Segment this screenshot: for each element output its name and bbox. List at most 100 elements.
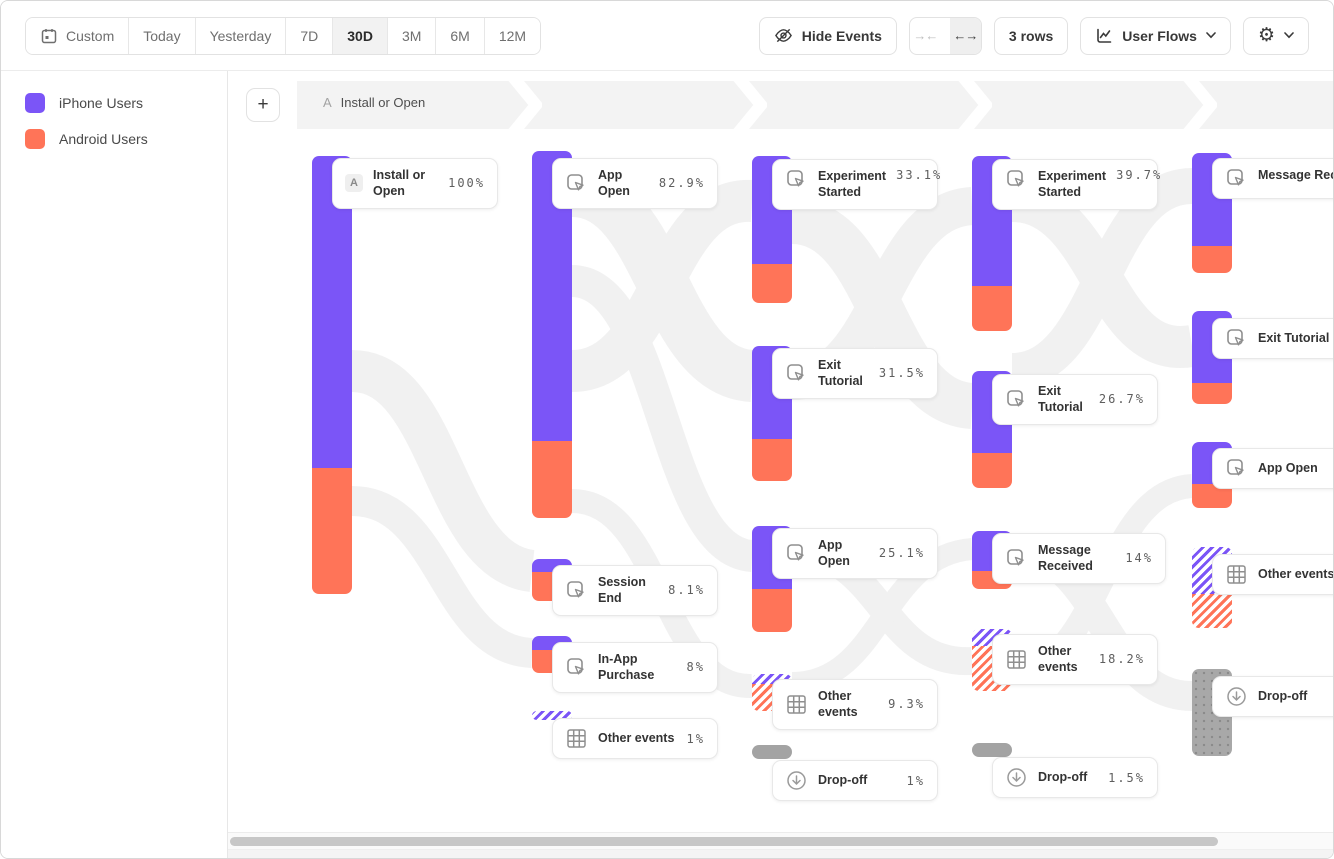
event-click-icon: [785, 542, 808, 565]
legend-item-android-users[interactable]: Android Users: [25, 129, 203, 149]
flow-node-experiment-started[interactable]: Experiment Started 33.1%: [772, 159, 940, 210]
date-range-yesterday[interactable]: Yesterday: [195, 17, 287, 54]
node-percentage: 1%: [686, 731, 705, 746]
flow-node-exit-tutorial[interactable]: Exit Tutorial 26.7%: [992, 374, 1158, 425]
step-a-badge: A: [345, 174, 363, 193]
flow-chart-icon: [1095, 27, 1113, 45]
legend-panel: iPhone Users Android Users: [1, 71, 228, 858]
node-label: Message Received: [1258, 168, 1333, 182]
node-label: Other events: [1038, 644, 1078, 675]
event-click-icon: [1005, 168, 1028, 191]
node-percentage: 1.5%: [1108, 770, 1145, 785]
step-chevron-separator: [733, 81, 767, 129]
flow-node-other-events[interactable]: Other events 9.3%: [772, 679, 938, 730]
node-label: App Open: [1258, 461, 1318, 476]
grid-icon: [565, 727, 588, 750]
node-label: In-App Purchase: [598, 652, 655, 683]
node-label: App Open: [818, 538, 850, 569]
flow-node-drop-off[interactable]: Drop-off: [1212, 676, 1333, 717]
date-range-label: Today: [143, 27, 181, 44]
flow-bar-drop-off: [972, 743, 1012, 757]
node-percentage: 14%: [1125, 551, 1153, 566]
event-click-icon: [1005, 547, 1028, 570]
expand-columns-button[interactable]: ←→: [949, 17, 981, 54]
bar-segment-orange: [972, 286, 1012, 331]
bar-segment-orange: [1192, 383, 1232, 404]
date-range-7d[interactable]: 7D: [286, 17, 334, 54]
grid-icon: [785, 693, 808, 716]
flow-bar-other-events: [532, 711, 572, 720]
node-label: Experiment Started: [1038, 169, 1107, 200]
event-click-icon: [1225, 457, 1248, 480]
flow-node-drop-off[interactable]: Drop-off 1.5%: [992, 757, 1158, 798]
date-range-custom[interactable]: Custom: [26, 17, 130, 54]
flow-node-in-app-purchase[interactable]: In-App Purchase 8%: [552, 642, 718, 693]
gear-icon: ⚙: [1257, 24, 1275, 46]
node-percentage: 26.7%: [1098, 392, 1145, 407]
flow-node-app-open[interactable]: App Open 25.1%: [772, 528, 938, 579]
node-percentage: 1%: [906, 773, 925, 788]
event-click-icon: [565, 579, 588, 602]
flow-bar-drop-off: [752, 745, 792, 759]
drop-off-icon: [785, 769, 808, 792]
flow-node-session-end[interactable]: Session End 8.1%: [552, 565, 718, 616]
node-percentage: 33.1%: [896, 168, 943, 182]
collapse-columns-button[interactable]: →←: [913, 28, 938, 43]
view-selector-dropdown[interactable]: User Flows: [1080, 16, 1231, 55]
flow-node-message-received[interactable]: Message Received 14%: [992, 533, 1166, 584]
scrollbar-thumb[interactable]: [230, 837, 1218, 846]
date-range-label: 7D: [300, 27, 319, 44]
flow-node-install-or-open[interactable]: A Install or Open 100%: [332, 158, 498, 209]
hide-events-button[interactable]: Hide Events: [758, 16, 897, 55]
flow-node-other-events[interactable]: Other events: [1212, 554, 1333, 595]
flow-canvas: + A Install or Open: [228, 71, 1333, 858]
rows-button[interactable]: 3 rows: [993, 16, 1069, 55]
start-event-title: Install or Open: [340, 95, 426, 110]
grid-icon: [1225, 563, 1248, 586]
node-percentage: 39.7%: [1116, 168, 1163, 182]
legend-swatch: [25, 129, 45, 149]
flow-node-exit-tutorial[interactable]: Exit Tutorial: [1212, 318, 1333, 359]
flow-node-experiment-started[interactable]: Experiment Started 39.7%: [992, 159, 1160, 210]
bar-segment-orange: [752, 589, 792, 632]
horizontal-scrollbar[interactable]: [228, 832, 1333, 850]
bar-segment-orange: [972, 453, 1012, 488]
event-click-icon: [785, 362, 808, 385]
flow-node-app-open[interactable]: App Open 82.9%: [552, 158, 718, 209]
bar-segment-orange: [532, 441, 572, 518]
date-range-6m[interactable]: 6M: [436, 17, 485, 54]
date-range-today[interactable]: Today: [129, 17, 196, 54]
start-event-header[interactable]: A Install or Open: [323, 95, 425, 110]
node-percentage: 82.9%: [658, 176, 705, 191]
date-range-3m[interactable]: 3M: [387, 17, 437, 54]
date-range-label: 6M: [450, 27, 470, 44]
bar-segment-orange: [312, 468, 352, 594]
step-badge: A: [323, 95, 332, 110]
step-header-band: A Install or Open: [297, 81, 1333, 129]
flow-node-message-received[interactable]: Message Received: [1212, 158, 1333, 199]
date-range-label: Custom: [66, 27, 115, 44]
view-selector-label: User Flows: [1122, 27, 1197, 44]
node-label: Experiment Started: [818, 169, 887, 200]
bar-segment-orange: [752, 264, 792, 303]
date-range-30d[interactable]: 30D: [333, 17, 388, 54]
toolbar: Custom Today Yesterday 7D 30D 3M 6M 12M Hide Ev…: [1, 1, 1333, 71]
node-label: Message Received: [1038, 543, 1093, 574]
flow-node-other-events[interactable]: Other events 1%: [552, 718, 718, 759]
drop-off-icon: [1225, 685, 1248, 708]
legend-label: iPhone Users: [59, 95, 144, 111]
flow-node-drop-off[interactable]: Drop-off 1%: [772, 760, 938, 801]
legend-item-iphone-users[interactable]: iPhone Users: [25, 93, 203, 113]
node-label: Drop-off: [1038, 770, 1088, 785]
flow-node-other-events[interactable]: Other events 18.2%: [992, 634, 1158, 685]
step-chevron-separator: [508, 81, 542, 129]
settings-dropdown[interactable]: ⚙: [1242, 16, 1309, 55]
node-label: Install or Open: [373, 168, 426, 199]
add-step-button[interactable]: +: [246, 88, 280, 122]
flow-node-app-open[interactable]: App Open: [1212, 448, 1333, 489]
date-range-12m[interactable]: 12M: [484, 17, 541, 54]
event-click-icon: [1225, 327, 1248, 350]
flow-node-exit-tutorial[interactable]: Exit Tutorial 31.5%: [772, 348, 938, 399]
node-label: Exit Tutorial: [818, 358, 863, 389]
